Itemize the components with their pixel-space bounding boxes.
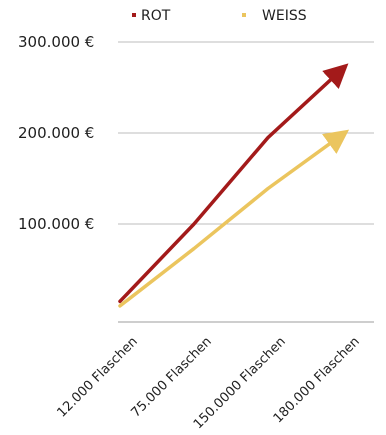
legend-label-rot: ROT xyxy=(141,8,171,24)
y-axis-tick-labels: 100.000 € 200.000 € 300.000 € xyxy=(18,33,94,233)
y-tick-label: 100.000 € xyxy=(18,215,94,233)
series-line-weiss xyxy=(118,129,350,308)
legend-swatch-weiss xyxy=(242,13,246,17)
x-tick-label: 75.000 Flaschen xyxy=(129,334,215,420)
y-tick-label: 200.000 € xyxy=(18,124,94,142)
legend: ROT WEISS xyxy=(132,8,307,24)
y-tick-label: 300.000 € xyxy=(18,33,94,51)
x-tick-label: 12.000 Flaschen xyxy=(55,334,141,420)
legend-swatch-rot xyxy=(132,13,136,17)
legend-label-weiss: WEISS xyxy=(262,8,307,24)
series-layer xyxy=(118,63,350,308)
series-line-rot xyxy=(118,63,349,304)
grid-layer xyxy=(118,41,374,323)
